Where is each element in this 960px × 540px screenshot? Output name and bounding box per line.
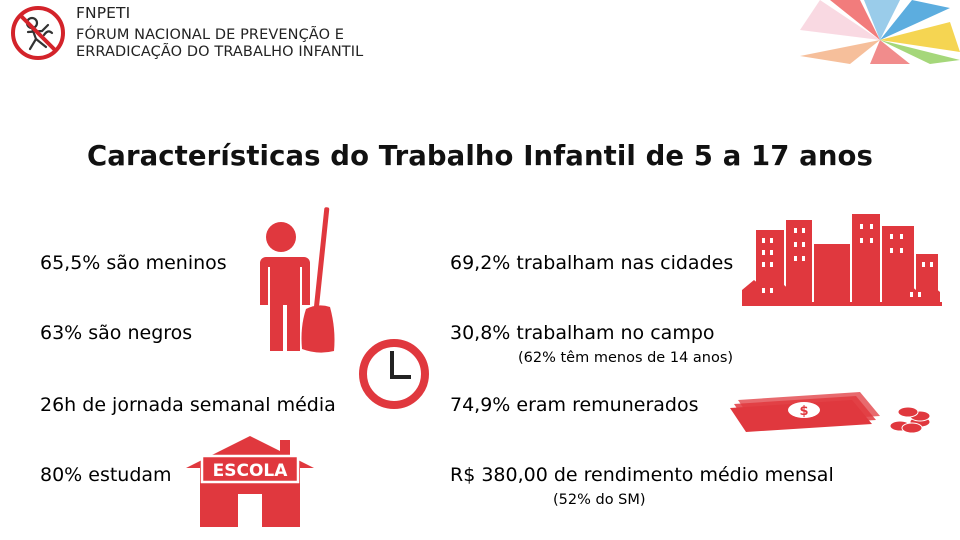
stat-jornada: 26h de jornada semanal média — [40, 394, 336, 416]
note-rendimento: (52% do SM) — [553, 492, 646, 508]
org-full-name-line1: FÓRUM NACIONAL DE PREVENÇÃO E — [76, 27, 345, 43]
pinwheel-logo — [800, 0, 960, 64]
stat-meninos: 65,5% são meninos — [40, 252, 227, 274]
clock-icon — [357, 337, 431, 411]
org-short-name: FNPETI — [76, 4, 131, 22]
org-full-name-line2: ERRADICAÇÃO DO TRABALHO INFANTIL — [76, 44, 364, 60]
note-campo: (62% têm menos de 14 anos) — [518, 350, 734, 366]
money-symbol: $ — [799, 404, 808, 419]
stat-negros: 63% são negros — [40, 322, 193, 344]
money-bills-coins-icon: $ — [730, 386, 940, 436]
stat-cidades: 69,2% trabalham nas cidades — [450, 252, 734, 274]
school-sign-text: ESCOLA — [213, 461, 289, 481]
child-worker-broom-icon — [248, 205, 340, 355]
stat-remunerados: 74,9% eram remunerados — [450, 394, 699, 416]
stat-estudam: 80% estudam — [40, 464, 172, 486]
school-icon: ESCOLA — [182, 432, 318, 527]
fnpeti-logo — [10, 5, 66, 61]
stat-rendimento: R$ 380,00 de rendimento médio mensal — [450, 464, 834, 486]
stat-campo: 30,8% trabalham no campo — [450, 322, 715, 344]
page-title: Características do Trabalho Infantil de … — [87, 140, 873, 172]
city-buildings-icon — [742, 210, 942, 306]
